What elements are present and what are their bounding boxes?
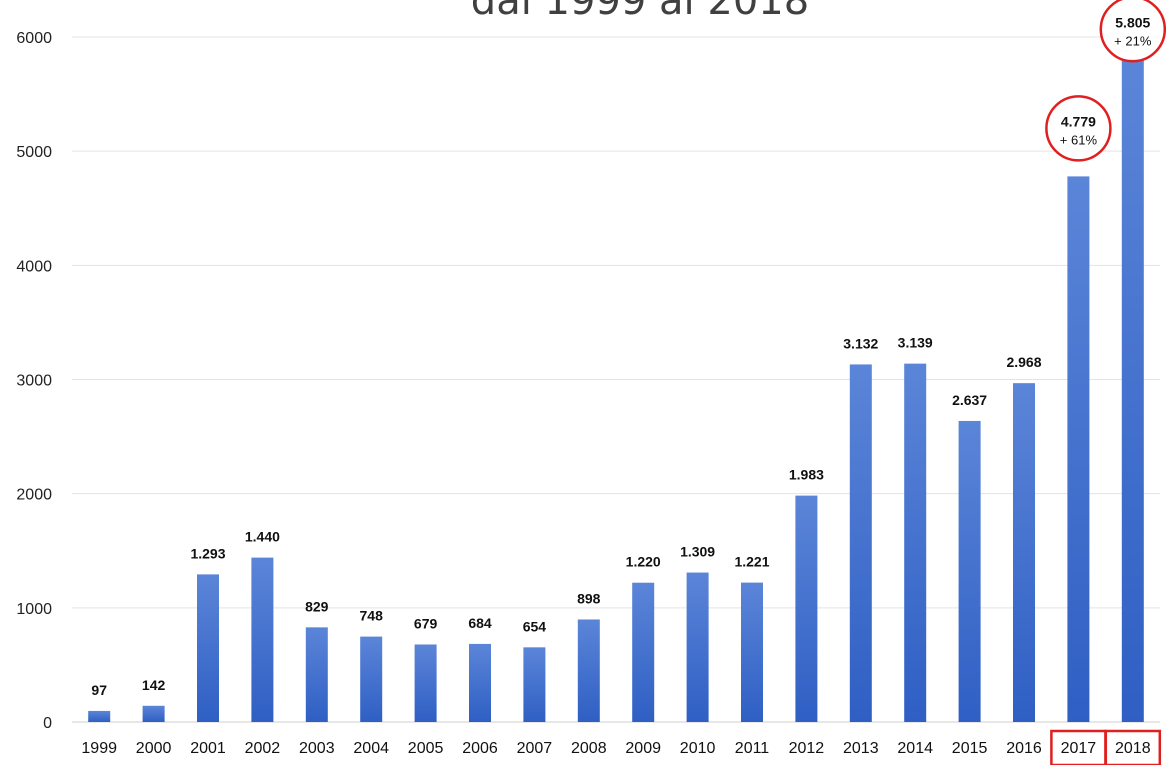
x-tick-label: 2010: [680, 740, 716, 757]
x-tick-label: 2002: [245, 740, 281, 757]
data-label: 142: [142, 677, 166, 693]
gridlines: [72, 36, 1160, 723]
data-label: 3.139: [898, 335, 933, 351]
chart-title: dal 1999 al 2018: [471, 0, 809, 24]
y-tick-label: 3000: [16, 373, 52, 390]
data-label: 1.221: [734, 554, 769, 570]
x-tick-label: 2018: [1115, 740, 1151, 757]
bar: [88, 710, 111, 722]
bar: [686, 572, 709, 722]
y-tick-label: 4000: [16, 258, 52, 275]
bar: [469, 643, 491, 722]
bar: [197, 574, 219, 722]
x-tick-label: 2009: [625, 740, 661, 757]
x-tick-label: 2003: [299, 740, 335, 757]
x-tick-label: 1999: [81, 740, 117, 757]
x-tick-label: 2008: [571, 740, 607, 757]
x-tick-label: 2001: [190, 740, 226, 757]
data-label: 1.220: [626, 554, 661, 570]
bar: [142, 705, 165, 722]
x-tick-label: 2012: [789, 740, 825, 757]
data-label: 1.440: [245, 529, 280, 545]
data-label: 1.293: [190, 545, 225, 561]
data-label: 748: [360, 608, 384, 624]
x-tick-label: 2016: [1006, 740, 1042, 757]
data-label: 1.309: [680, 544, 715, 560]
highlight-box: [1104, 729, 1162, 765]
axis-labels: 0 1000 2000 3000 4000 5000 6000 1999 2000 2001 200…: [16, 30, 1162, 765]
x-tick-label: 2004: [353, 740, 389, 757]
bar: [795, 495, 818, 722]
data-label: 1.983: [789, 467, 824, 483]
bar: [741, 582, 763, 722]
x-tick-label: 2013: [843, 740, 879, 757]
x-tick-label: 2000: [136, 740, 172, 757]
callout-change-label: + 61%: [1060, 132, 1098, 147]
x-tick-label: 2014: [897, 740, 933, 757]
data-label: 898: [577, 590, 601, 606]
bar: [251, 557, 274, 722]
bar: [523, 647, 546, 722]
callout-circle: [1099, 0, 1166, 63]
callout-circle: [1045, 95, 1112, 162]
data-label: 829: [305, 598, 329, 614]
x-tick-label: 2015: [952, 740, 988, 757]
data-label: 654: [523, 618, 547, 634]
bar: [414, 644, 437, 722]
x-tick-label: 2017: [1061, 740, 1097, 757]
callout-change-label: + 21%: [1114, 33, 1152, 48]
bar: [849, 364, 872, 722]
callout-value-label: 4.779: [1061, 113, 1096, 129]
bar: [1013, 383, 1035, 722]
callout-value-label: 5.805: [1115, 14, 1150, 30]
y-tick-label: 0: [43, 715, 52, 732]
bar: [632, 582, 655, 722]
bar: [1067, 176, 1090, 722]
bar: [1121, 59, 1144, 722]
y-tick-label: 2000: [16, 487, 52, 504]
x-tick-label: 2005: [408, 740, 444, 757]
y-tick-label: 5000: [16, 144, 52, 161]
data-label: 2.968: [1006, 354, 1041, 370]
x-tick-label: 2011: [735, 740, 770, 757]
data-label: 684: [468, 615, 492, 631]
bar: [360, 636, 383, 722]
bar: [958, 420, 981, 722]
x-tick-label: 2006: [462, 740, 498, 757]
data-labels: 97 142 1.293 1.440 829 748 679 684 654 898 1.220 1.…: [91, 335, 1041, 698]
bar: [305, 627, 328, 722]
data-label: 679: [414, 615, 438, 631]
bar: [577, 619, 600, 722]
x-tick-label: 2007: [517, 740, 553, 757]
callouts: 4.779 + 61% 5.805 + 21%: [1045, 0, 1166, 162]
bars: [88, 59, 1144, 722]
y-tick-label: 1000: [16, 601, 52, 618]
data-label: 3.132: [843, 335, 878, 351]
y-tick-label: 6000: [16, 30, 52, 47]
data-label: 2.637: [952, 392, 987, 408]
bar: [904, 363, 927, 722]
data-label: 97: [91, 682, 107, 698]
